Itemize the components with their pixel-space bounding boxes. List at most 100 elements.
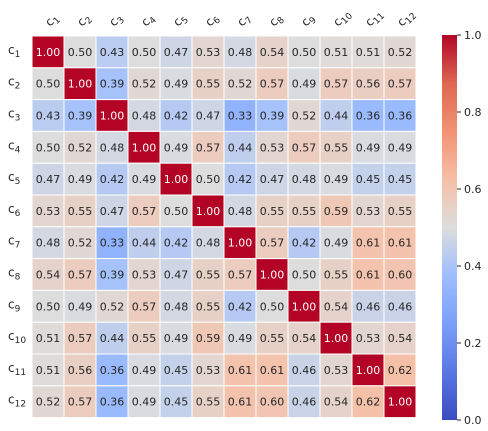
cell-value-label-r7-c6: 0.48 (196, 237, 221, 250)
heatmap-cell-r6-c9 (287, 194, 321, 228)
cell-value-label-r9-c2: 0.49 (68, 300, 93, 313)
cell-value-label-r3-c7: 0.33 (228, 110, 253, 123)
heatmap-cell-r8-c11 (351, 258, 385, 291)
cell-value-label-r12-c4: 0.49 (132, 396, 157, 409)
cell-value-label-r2-c4: 0.52 (132, 78, 157, 91)
cell-value-label-r12-c10: 0.54 (324, 396, 349, 409)
heatmap-cell-r7-c1 (31, 226, 65, 260)
cell-value-label-r6-c4: 0.57 (132, 205, 157, 218)
cell-value-label-r12-c12: 1.00 (388, 396, 413, 409)
cell-value-label-r1-c10: 0.51 (324, 46, 349, 59)
cell-value-label-r5-c3: 0.42 (100, 173, 125, 186)
cell-value-label-r5-c4: 0.49 (132, 173, 157, 186)
cell-value-label-r2-c7: 0.52 (228, 78, 253, 91)
x-tick-label-10: c10 (330, 6, 355, 31)
cell-value-label-r12-c9: 0.46 (292, 396, 317, 409)
heatmap-cell-r7-c12 (383, 226, 417, 260)
cell-value-label-r4-c12: 0.49 (388, 141, 413, 154)
cell-value-label-r2-c10: 0.57 (324, 78, 349, 91)
cell-value-label-r6-c7: 0.48 (228, 205, 253, 218)
cell-value-label-r7-c9: 0.42 (292, 237, 317, 250)
heatmap-cell-r1-c6 (191, 35, 225, 69)
heatmap-cell-r3-c3 (95, 99, 129, 132)
heatmap-cell-r6-c12 (383, 194, 417, 228)
cell-value-label-r10-c5: 0.49 (164, 332, 189, 345)
cell-value-label-r11-c5: 0.45 (164, 364, 189, 377)
heatmap-cell-r5-c1 (31, 162, 65, 196)
cell-value-label-r7-c1: 0.48 (36, 237, 61, 250)
heatmap-cell-r8-c4 (127, 258, 161, 291)
cell-value-label-r1-c8: 0.54 (260, 46, 285, 59)
heatmap-cell-r3-c12 (383, 99, 417, 132)
cell-value-label-r1-c11: 0.51 (356, 46, 381, 59)
heatmap-cell-r12-c5 (159, 385, 193, 419)
cell-value-label-r2-c2: 1.00 (68, 78, 93, 91)
x-tick-label-2: c2 (74, 10, 95, 31)
heatmap-cell-r2-c2 (63, 67, 97, 101)
heatmap-cell-r8-c12 (383, 258, 417, 291)
cell-value-label-r3-c2: 0.39 (68, 110, 93, 123)
cell-value-label-r4-c2: 0.52 (68, 141, 93, 154)
cell-value-label-r10-c1: 0.51 (36, 332, 61, 345)
cell-value-label-r2-c1: 0.50 (36, 78, 61, 91)
cell-value-label-r3-c4: 0.48 (132, 110, 157, 123)
heatmap-cell-r3-c5 (159, 99, 193, 132)
y-tick-label-7: c7 (8, 234, 20, 251)
cell-value-label-r4-c6: 0.57 (196, 141, 221, 154)
heatmap-cell-r6-c6 (191, 194, 225, 228)
cell-value-label-r4-c4: 1.00 (132, 141, 157, 154)
heatmap-cell-r2-c8 (255, 67, 289, 101)
heatmap-cell-r2-c9 (287, 67, 321, 101)
cell-value-label-r6-c1: 0.53 (36, 205, 61, 218)
cell-value-label-r10-c2: 0.57 (68, 332, 93, 345)
heatmap-cell-r7-c6 (191, 226, 225, 260)
heatmap-cell-r12-c12 (383, 385, 417, 419)
cell-value-label-r12-c7: 0.61 (228, 396, 253, 409)
cell-value-label-r8-c10: 0.55 (324, 269, 349, 282)
cell-value-label-r5-c9: 0.48 (292, 173, 317, 186)
heatmap-cell-r2-c7 (223, 67, 257, 101)
cell-value-label-r7-c11: 0.61 (356, 237, 381, 250)
cell-value-label-r9-c11: 0.46 (356, 300, 381, 313)
cell-value-label-r1-c1: 1.00 (36, 46, 61, 59)
cell-value-label-r9-c9: 1.00 (292, 300, 317, 313)
heatmap-cell-r9-c6 (191, 289, 225, 323)
heatmap-cell-r7-c9 (287, 226, 321, 260)
cell-value-label-r10-c3: 0.44 (100, 332, 125, 345)
heatmap-cell-r6-c8 (255, 194, 289, 228)
cell-value-label-r12-c3: 0.36 (100, 396, 125, 409)
cell-value-label-r10-c6: 0.59 (196, 332, 221, 345)
heatmap-cell-r10-c12 (383, 321, 417, 355)
cell-value-label-r1-c4: 0.50 (132, 46, 157, 59)
heatmap-cell-r9-c2 (63, 289, 97, 323)
heatmap-cell-r3-c7 (223, 99, 257, 132)
cell-value-label-r12-c8: 0.60 (260, 396, 285, 409)
colorbar-tick-label-1: 0.2 (464, 337, 482, 350)
colorbar-tick-label-0: 0.0 (464, 414, 482, 427)
heatmap-cell-r7-c4 (127, 226, 161, 260)
cell-value-label-r3-c12: 0.36 (388, 110, 413, 123)
cell-value-label-r8-c3: 0.39 (100, 269, 125, 282)
cell-value-label-r4-c8: 0.53 (260, 141, 285, 154)
cell-value-label-r1-c12: 0.52 (388, 46, 413, 59)
cell-value-label-r8-c5: 0.47 (164, 269, 189, 282)
cell-value-label-r11-c9: 0.46 (292, 364, 317, 377)
heatmap-cell-r11-c8 (255, 353, 289, 387)
heatmap-cell-r12-c2 (63, 385, 97, 419)
cell-value-label-r3-c6: 0.47 (196, 110, 221, 123)
cell-value-label-r6-c5: 0.50 (164, 205, 189, 218)
heatmap-cell-r1-c10 (319, 35, 353, 69)
y-tick-label-2: c2 (8, 75, 20, 92)
cell-value-label-r10-c10: 1.00 (324, 332, 349, 345)
cell-value-label-r1-c2: 0.50 (68, 46, 93, 59)
colorbar-tick-label-4: 0.8 (464, 106, 482, 119)
heatmap-cell-r9-c3 (95, 289, 129, 323)
heatmap-cell-r5-c11 (351, 162, 385, 196)
heatmap-cell-r11-c12 (383, 353, 417, 387)
cell-value-label-r11-c7: 0.61 (228, 364, 253, 377)
cell-value-label-r7-c4: 0.44 (132, 237, 157, 250)
heatmap-cell-r12-c11 (351, 385, 385, 419)
cell-value-label-r8-c9: 0.50 (292, 269, 317, 282)
y-tick-label-4: c4 (8, 138, 21, 155)
